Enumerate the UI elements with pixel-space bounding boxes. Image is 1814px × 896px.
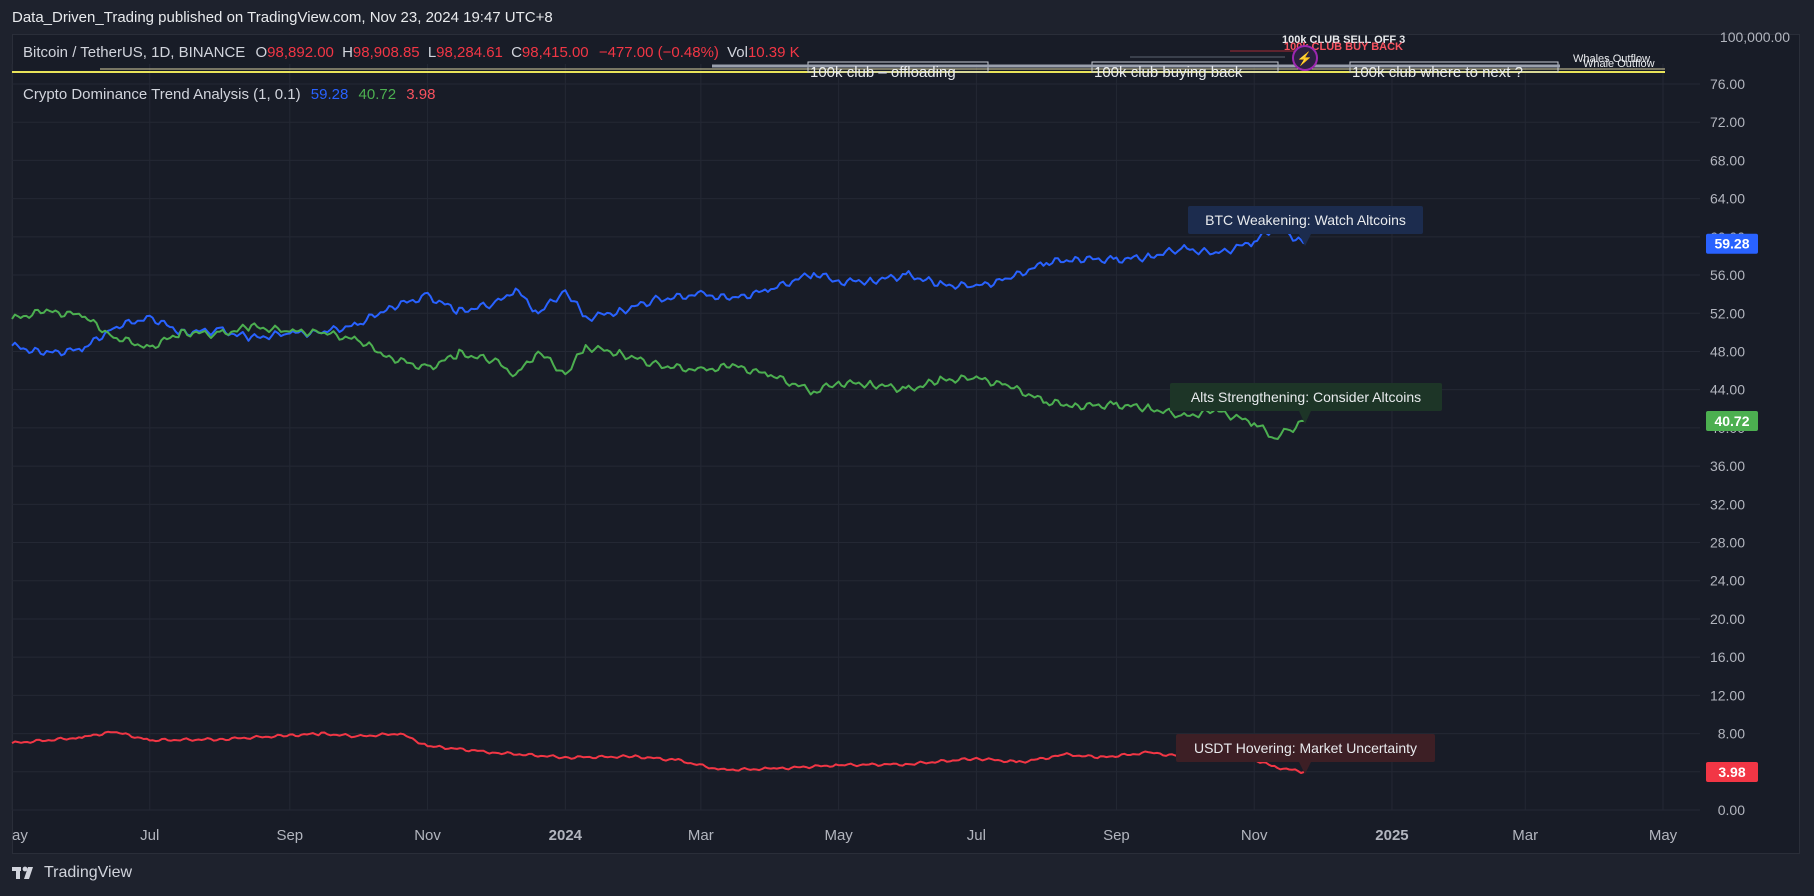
indicator-legend[interactable]: Crypto Dominance Trend Analysis (1, 0.1)… [23,86,435,103]
volume-value: 10.39 K [747,44,800,61]
x-tick-label: Sep [276,827,303,844]
symbol-name: Bitcoin / TetherUS, 1D, BINANCE [23,44,246,61]
x-tick-label: Sep [1103,827,1130,844]
x-axis: ay Jul Sep Nov 2024 Mar May Jul Sep Nov 2025 Mar May [12,827,1678,844]
overlay-text: Whale Outflow [1583,58,1655,70]
x-tick-label: Mar [1512,827,1538,844]
open-value: 98,892.00 [267,44,334,61]
x-tick-label: ay [12,827,28,844]
series-lines [11,226,1305,774]
high-value: 98,908.85 [352,44,420,61]
overlay-text: 100k club where to next ? [1352,64,1523,81]
y-tick-label: 16.00 [1710,649,1745,665]
last-value-label-alts: 40.72 [1714,413,1749,429]
lightning-badge-icon[interactable] [1292,45,1318,71]
indicator-alts-value: 40.72 [358,86,397,103]
tradingview-logo-icon [12,866,33,879]
y-tick-label: 28.00 [1710,535,1745,551]
y-tick-label: 8.00 [1718,726,1745,742]
x-tick-label: May [824,827,853,844]
last-value-badge-alts [1706,411,1758,432]
close-label: C [511,44,522,61]
y-tick-label: 48.00 [1710,343,1745,359]
x-tick-label: Nov [414,827,441,844]
annotation-btc-text: BTC Weakening: Watch Altcoins [1205,212,1406,228]
y-tick-label: 0.00 [1718,802,1745,818]
y-axis: 76.0072.0068.0064.0060.0056.0052.0048.00… [1706,29,1790,818]
series-line-usdt [11,730,1305,774]
overlay-text: Whales Outflow [1573,53,1650,65]
y-tick-label: 20.00 [1710,611,1745,627]
y-tick-label: 56.00 [1710,267,1745,283]
last-value-badge-btc [1706,233,1758,254]
low-value: 98,284.61 [436,44,503,61]
x-tick-label: Mar [688,827,714,844]
last-value-label-usdt: 3.98 [1718,764,1745,780]
indicator-btc-value: 59.28 [310,86,349,103]
y-tick-label: 68.00 [1710,152,1745,168]
x-tick-label: Jul [140,827,159,844]
x-tick-label: Nov [1241,827,1268,844]
publisher-line: Data_Driven_Trading published on Trading… [12,9,553,26]
indicator-usdt-value: 3.98 [406,86,436,103]
y-tick-label: 12.00 [1710,687,1745,703]
close-value: 98,415.00 [521,44,589,61]
y-tick-label: 24.00 [1710,573,1745,589]
change-value: −477.00 (−0.48%) [598,44,719,61]
annotation-btc-pointer [1299,234,1311,246]
annotation-alts-text: Alts Strengthening: Consider Altcoins [1191,389,1421,405]
y-tick-label: 32.00 [1710,496,1745,512]
x-tick-label: 2025 [1375,827,1408,844]
y-tick-label: 36.00 [1710,458,1745,474]
x-tick-label: May [1649,827,1678,844]
tradingview-footer[interactable]: TradingView [12,864,132,882]
tradingview-brand: TradingView [44,864,133,881]
low-label: L [427,44,437,61]
grid-lines [11,64,1700,811]
y-tick-label: 64.00 [1710,191,1745,207]
annotations: BTC Weakening: Watch Altcoins Alts Streng… [1170,206,1442,774]
x-tick-label: Jul [967,827,986,844]
top-overlay-drawings: 100k club – offloading 100k club buying b… [12,34,1665,81]
y-tick-label: 44.00 [1710,382,1745,398]
x-tick-label: 2024 [549,827,583,844]
volume-label: Vol [727,44,748,61]
series-line-btc [11,226,1305,357]
indicator-name: Crypto Dominance Trend Analysis (1, 0.1) [23,86,301,103]
last-value-badge-usdt [1706,761,1758,782]
y-tick-label-price-top: 100,000.00 [1720,29,1790,45]
lightning-icon: ⚡ [1297,51,1313,67]
y-tick-label: 72.00 [1710,114,1745,130]
annotation-usdt-box [1176,734,1435,762]
series-line-alts [11,308,1304,440]
overlay-text: 100k CLUB SELL OFF 3 [1282,34,1405,46]
symbol-legend[interactable]: Bitcoin / TetherUS, 1D, BINANCE O98,892.… [23,44,800,61]
annotation-btc-box [1188,206,1423,234]
annotation-alts-pointer [1299,411,1311,424]
annotation-alts-box [1170,383,1442,411]
last-value-label-btc: 59.28 [1714,236,1749,252]
chart-panel[interactable] [12,34,1800,854]
annotation-usdt-pointer [1299,762,1311,774]
high-label: H [342,44,353,61]
open-label: O [255,44,268,61]
y-tick-label: 52.00 [1710,305,1745,321]
annotation-usdt-text: USDT Hovering: Market Uncertainty [1194,740,1417,756]
overlay-text: 100k club buying back [1094,64,1243,81]
y-tick-label: 76.00 [1710,76,1745,92]
overlay-text: 100k club – offloading [810,64,956,81]
